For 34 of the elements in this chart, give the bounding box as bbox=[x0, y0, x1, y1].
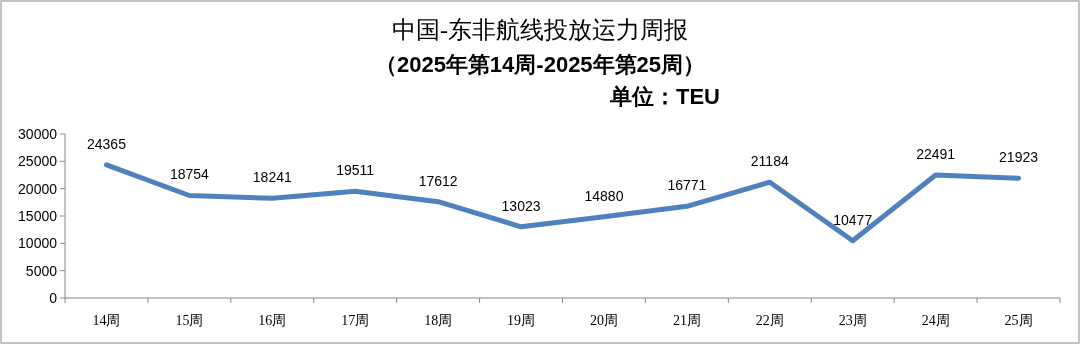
data-label: 24365 bbox=[86, 135, 127, 152]
x-tick-label: 22周 bbox=[755, 313, 784, 328]
data-label: 19511 bbox=[336, 162, 375, 179]
y-tick-label: 20000 bbox=[18, 180, 58, 197]
data-label: 21184 bbox=[750, 153, 789, 170]
y-tick-label: 25000 bbox=[18, 153, 58, 170]
data-label: 13023 bbox=[501, 197, 541, 214]
x-tick-label: 14周 bbox=[92, 313, 121, 328]
chart-subtitle: （2025年第14周-2025年第25周） bbox=[374, 52, 706, 77]
x-tick-label: 20周 bbox=[589, 313, 618, 328]
y-tick-label: 10000 bbox=[18, 235, 58, 252]
y-tick-label: 5000 bbox=[25, 262, 58, 279]
x-tick-label: 25周 bbox=[1004, 313, 1033, 328]
data-label: 21923 bbox=[999, 149, 1039, 166]
x-tick-label: 21周 bbox=[672, 313, 701, 328]
data-label: 10477 bbox=[833, 211, 873, 228]
y-tick-label: 30000 bbox=[18, 126, 58, 142]
chart-title: 中国-东非航线投放运力周报 bbox=[392, 17, 688, 43]
data-label: 16771 bbox=[667, 177, 707, 194]
data-label: 18241 bbox=[252, 169, 292, 186]
x-tick-label: 16周 bbox=[258, 313, 287, 328]
text: 单位：TEU bbox=[609, 84, 720, 109]
x-tick-label: 15周 bbox=[175, 313, 204, 328]
x-tick-label: 23周 bbox=[838, 313, 867, 328]
data-label: 17612 bbox=[418, 172, 458, 189]
x-tick-label: 18周 bbox=[424, 313, 453, 328]
data-label: 22491 bbox=[916, 146, 956, 163]
data-label: 18754 bbox=[169, 166, 210, 183]
data-label: 14880 bbox=[584, 187, 624, 204]
x-tick-label: 19周 bbox=[507, 313, 536, 328]
x-tick-label: 24周 bbox=[921, 313, 950, 328]
x-tick-label: 17周 bbox=[341, 313, 370, 328]
y-tick-label: 15000 bbox=[18, 208, 58, 224]
y-tick-label: 0 bbox=[49, 290, 58, 306]
